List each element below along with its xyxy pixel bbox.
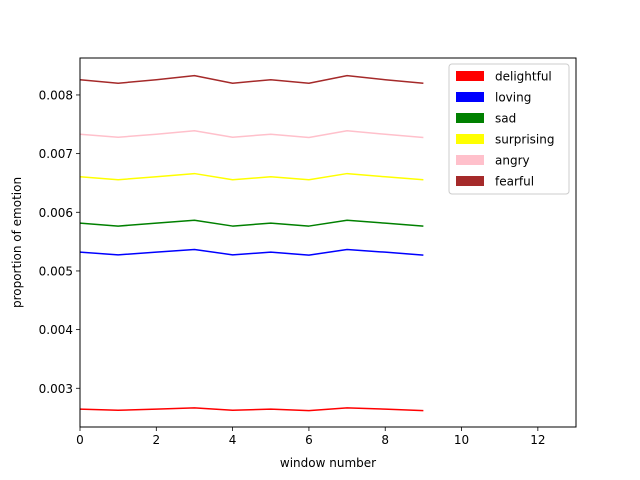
legend-swatch-angry: [456, 155, 484, 165]
legend-label-delightful: delightful: [495, 70, 552, 84]
series-line-loving: [79, 248, 424, 256]
x-tick-label: 4: [229, 433, 237, 447]
x-tick-label: 10: [454, 433, 469, 447]
y-tick-label: 0.008: [39, 88, 73, 102]
x-axis-label: window number: [280, 456, 376, 470]
y-tick-label: 0.004: [39, 323, 73, 337]
y-tick-label: 0.006: [39, 206, 73, 220]
series-line-fearful: [79, 74, 424, 84]
y-axis-label: proportion of emotion: [10, 177, 24, 308]
legend-swatch-loving: [456, 92, 484, 102]
x-tick-label: 12: [530, 433, 545, 447]
x-tick-label: 0: [76, 433, 84, 447]
series-line-sad: [79, 219, 424, 227]
legend-swatch-delightful: [456, 71, 484, 81]
series-line-delightful: [79, 407, 424, 412]
legend-swatch-sad: [456, 113, 484, 123]
legend-swatch-fearful: [456, 176, 484, 186]
x-tick-label: 8: [381, 433, 389, 447]
plot-frame: [79, 57, 577, 428]
series-line-surprising: [79, 172, 424, 181]
series-line-angry: [79, 129, 424, 139]
legend-label-surprising: surprising: [495, 133, 554, 147]
x-axis: 0 2 4 6 8 10 12: [76, 427, 545, 447]
legend-label-loving: loving: [495, 91, 531, 105]
x-tick-label: 2: [152, 433, 160, 447]
y-tick-label: 0.003: [39, 382, 73, 396]
legend-label-fearful: fearful: [495, 175, 534, 189]
y-axis: 0.003 0.004 0.005 0.006 0.007 0.008: [39, 88, 80, 396]
legend: delightful loving sad surprising angry fearfu…: [448, 63, 570, 195]
legend-swatch-surprising: [456, 134, 484, 144]
x-tick-label: 6: [305, 433, 313, 447]
series-layer: [79, 74, 424, 412]
legend-label-sad: sad: [495, 112, 516, 126]
y-tick-label: 0.007: [39, 147, 73, 161]
legend-label-angry: angry: [495, 154, 530, 168]
y-tick-label: 0.005: [39, 264, 73, 278]
